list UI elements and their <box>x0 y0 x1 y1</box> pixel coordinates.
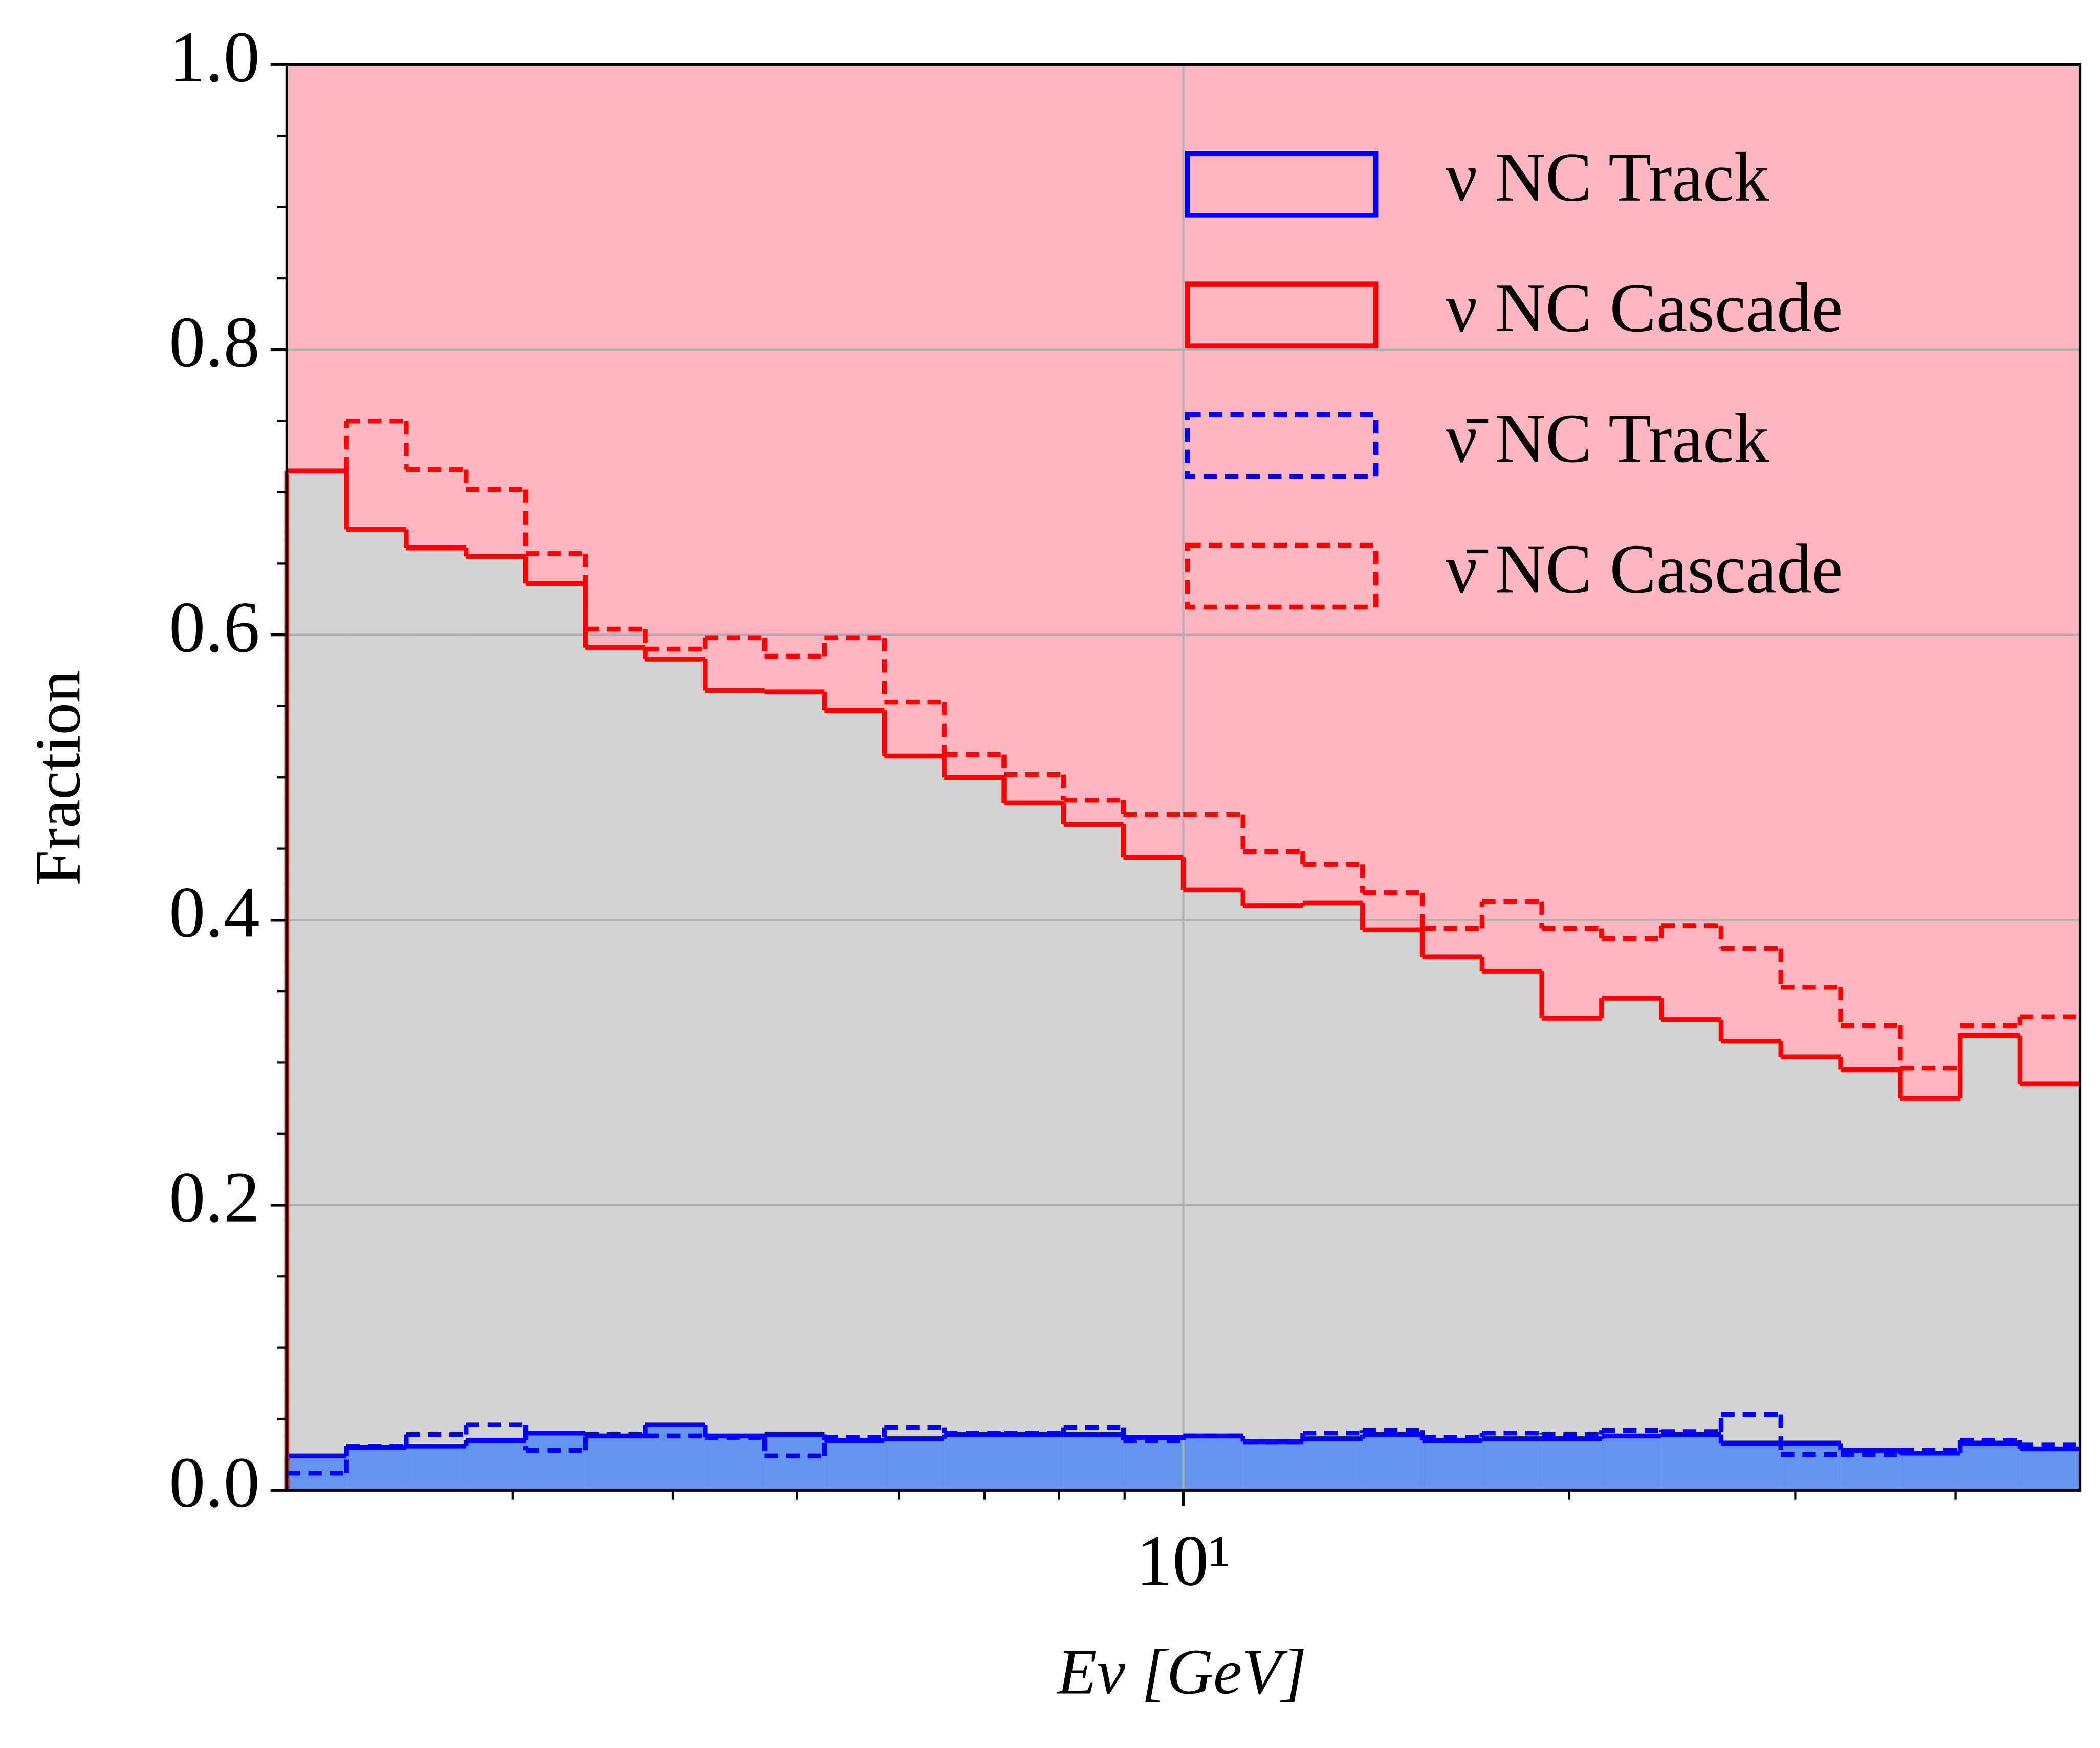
fill-bar <box>1063 1434 1124 1491</box>
fill-bar <box>1661 1019 1721 1491</box>
fill-bar <box>1004 803 1064 1491</box>
fill-bar <box>346 529 406 1491</box>
legend-swatch <box>1185 151 1379 218</box>
legend: ν NC Track ν NC Cascade ν̄ NC Track ν̄ NC C… <box>1185 138 1843 610</box>
fill-bar <box>1900 1098 1960 1491</box>
legend-label: ν̄ NC Cascade <box>1446 530 1843 607</box>
fill-bar <box>1601 998 1661 1491</box>
fill-bar <box>1601 1436 1661 1491</box>
y-tick-label: 1.0 <box>169 16 260 97</box>
fill-bar <box>526 583 586 1491</box>
y-tick-label: 0.4 <box>169 871 260 952</box>
fill-bar <box>585 647 646 1491</box>
fill-bar <box>1841 1069 1900 1491</box>
fill-bar <box>585 1436 646 1491</box>
y-tick-label: 0.0 <box>169 1442 260 1523</box>
fill-bar <box>1063 824 1124 1491</box>
fill-bar <box>1482 971 1542 1491</box>
fill-bar <box>346 1447 406 1491</box>
fill-bar <box>884 1438 945 1491</box>
fill-bar <box>1960 1035 2020 1491</box>
fill-bar <box>1183 1436 1243 1491</box>
fill-bar <box>944 777 1004 1491</box>
y-tick-label: 0.2 <box>169 1157 260 1238</box>
fill-bar <box>1243 1441 1303 1491</box>
fill-bar <box>1960 1443 2020 1491</box>
fill-bar <box>406 548 466 1491</box>
fill-bar <box>406 1446 466 1491</box>
x-axis-title: Eν [GeV] <box>1056 1636 1306 1708</box>
fill-bar <box>1123 857 1184 1491</box>
fill-bar <box>645 659 705 1491</box>
legend-swatch <box>1185 281 1379 348</box>
y-tick-label: 0.8 <box>169 301 260 382</box>
fill-bar <box>944 1434 1004 1491</box>
fill-bar <box>1661 1434 1721 1491</box>
fill-bar <box>466 1440 526 1491</box>
fill-bar <box>1422 957 1482 1491</box>
legend-label: ν NC Cascade <box>1446 269 1843 346</box>
fill-bar <box>1362 1434 1423 1491</box>
fill-bar <box>1721 1443 1781 1491</box>
fill-bar <box>884 756 945 1491</box>
fill-bar <box>1243 905 1303 1491</box>
fill-bar <box>466 556 526 1491</box>
fill-bar <box>1721 1041 1781 1491</box>
fill-bar <box>1900 1453 1960 1491</box>
fill-bar <box>1781 1057 1841 1491</box>
fill-bar <box>1781 1443 1841 1491</box>
fill-bar <box>2020 1084 2080 1491</box>
fill-bar <box>705 1436 765 1491</box>
fill-bar <box>1004 1434 1064 1491</box>
legend-label: ν NC Track <box>1446 138 1769 216</box>
fill-bar <box>2020 1449 2080 1491</box>
legend-swatch <box>1185 412 1379 479</box>
fill-bar <box>526 1433 586 1491</box>
fill-bar <box>824 1440 885 1491</box>
fill-bar <box>1183 890 1243 1491</box>
fill-bar <box>705 690 765 1491</box>
fill-bar <box>287 471 347 1491</box>
y-axis-title: Fraction <box>22 670 94 886</box>
axes: 0.0 0.2 0.4 0.6 0.8 1.0 10¹ <box>169 16 2082 1601</box>
legend-label: ν̄ NC Track <box>1446 399 1769 477</box>
x-tick-label: 10¹ <box>1136 1520 1231 1601</box>
fill-bar <box>1422 1440 1482 1491</box>
y-tick-label: 0.6 <box>169 586 260 667</box>
fill-bar <box>764 692 825 1491</box>
fill-bar <box>1542 1438 1602 1491</box>
fill-bar <box>1303 1438 1363 1491</box>
legend-swatch <box>1185 542 1379 610</box>
fill-bar <box>1482 1438 1542 1491</box>
fill-bar <box>764 1434 825 1491</box>
fill-bar <box>1362 930 1423 1491</box>
fill-bar <box>1303 903 1363 1491</box>
fill-bar <box>1542 1018 1602 1491</box>
fill-bar <box>824 710 885 1491</box>
fill-bar <box>1123 1437 1184 1491</box>
